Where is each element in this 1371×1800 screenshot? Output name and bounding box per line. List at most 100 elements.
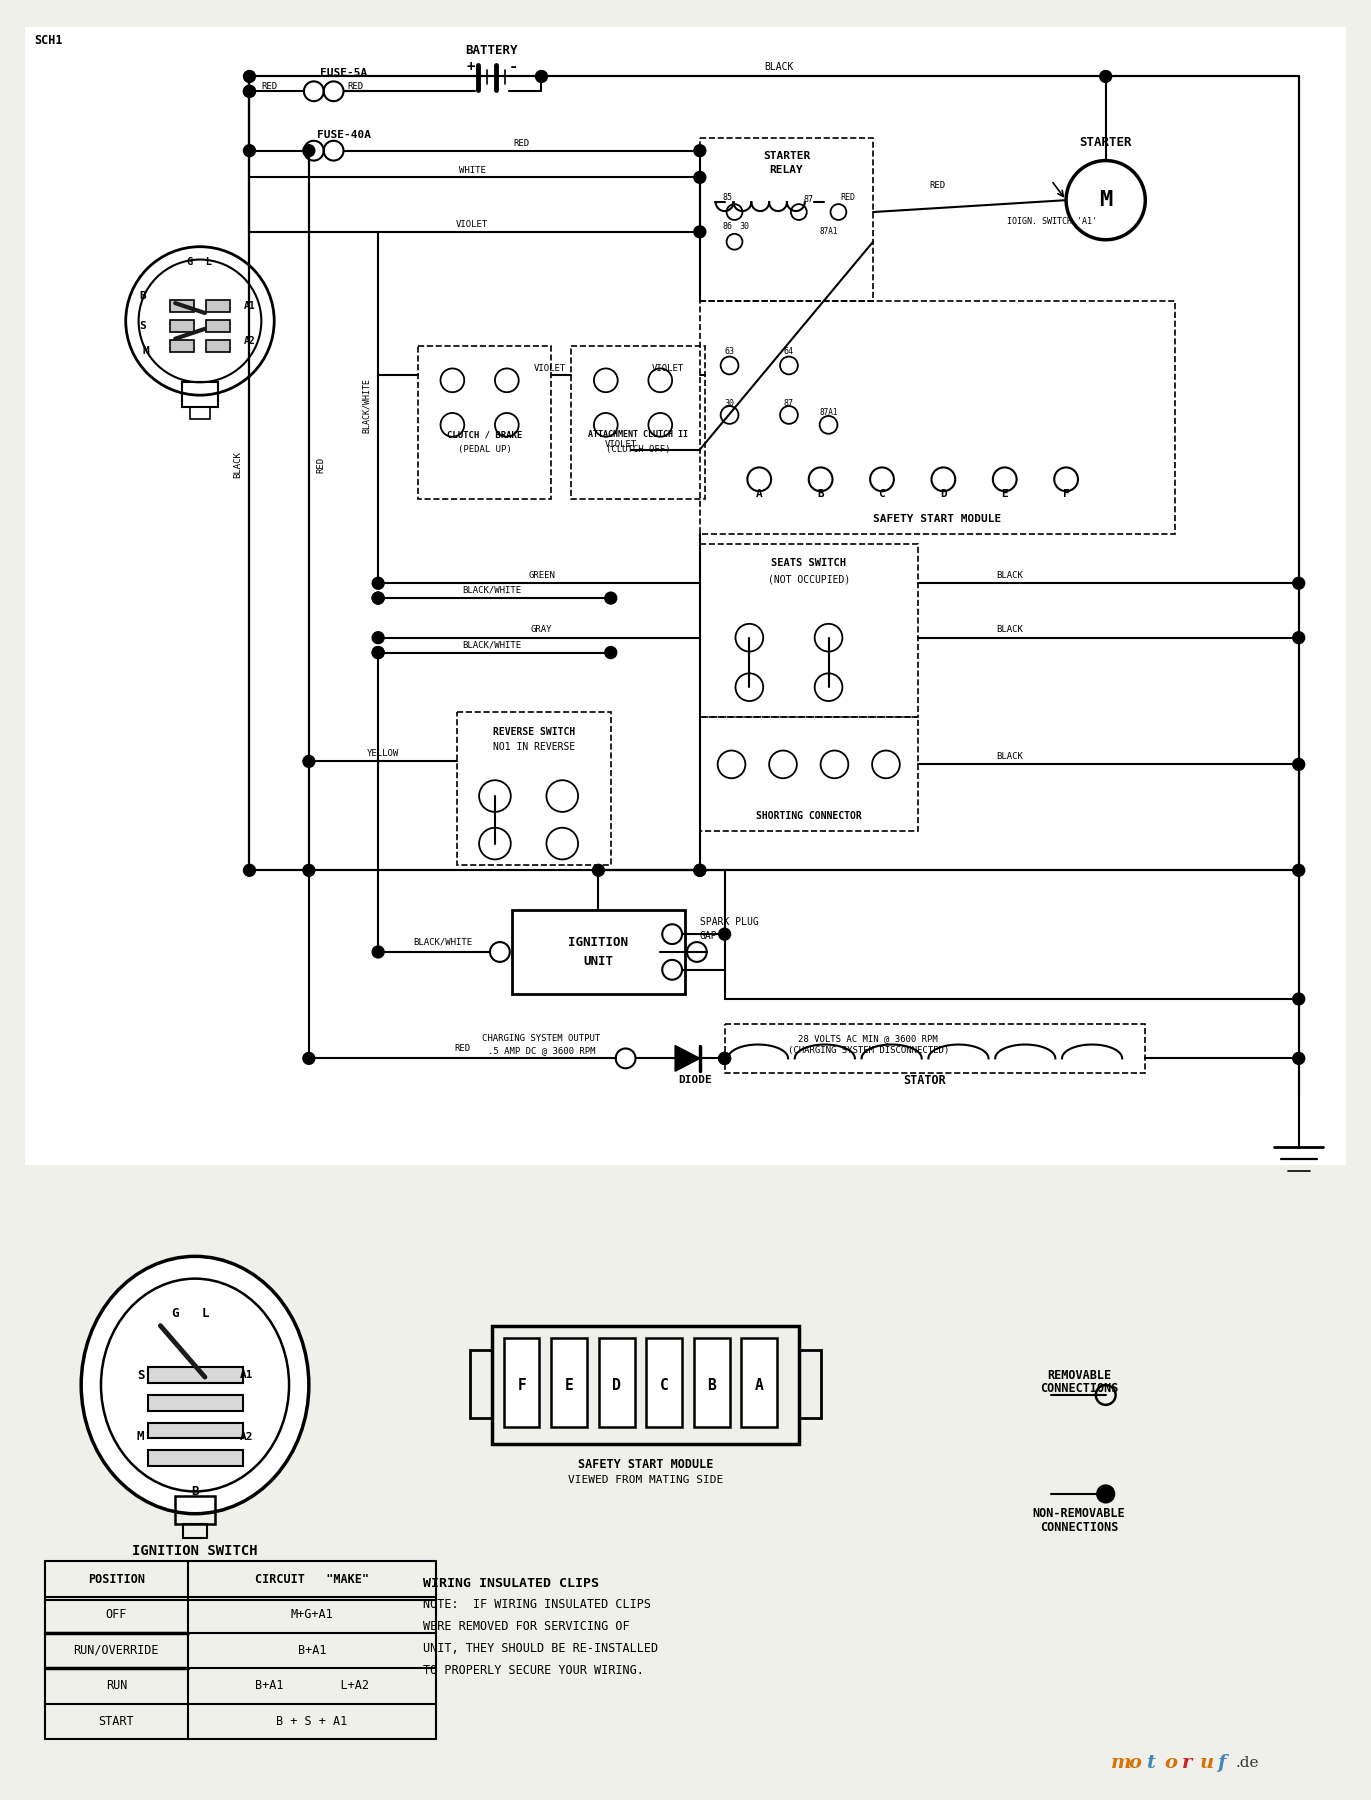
Text: SEATS SWITCH: SEATS SWITCH (772, 558, 846, 569)
Bar (511, 909, 686, 994)
Bar (492, 1325, 799, 1444)
Text: 28 VOLTS AC MIN @ 3600 RPM: 28 VOLTS AC MIN @ 3600 RPM (798, 1033, 938, 1042)
Bar (250, 76, 1298, 871)
Text: .de: .de (1235, 1757, 1259, 1769)
Text: BLACK: BLACK (997, 752, 1023, 761)
Circle shape (372, 592, 384, 605)
Bar (170, 340, 195, 351)
Text: D: D (613, 1377, 621, 1393)
Circle shape (1100, 70, 1112, 83)
Text: M: M (143, 346, 149, 356)
Text: RED: RED (317, 457, 325, 473)
Text: (NOT OCCUPIED): (NOT OCCUPIED) (768, 574, 850, 585)
Text: SCH1: SCH1 (34, 34, 63, 47)
Circle shape (303, 144, 315, 157)
Circle shape (694, 225, 706, 238)
Text: A: A (755, 490, 762, 499)
Text: RED: RED (347, 81, 363, 90)
Circle shape (694, 864, 706, 877)
Text: STARTER: STARTER (762, 151, 810, 160)
Bar (599, 1337, 635, 1427)
Text: o: o (1164, 1755, 1178, 1773)
Text: VIEWED FROM MATING SIDE: VIEWED FROM MATING SIDE (568, 1474, 723, 1485)
Text: STATOR: STATOR (903, 1073, 946, 1087)
Text: CONNECTIONS: CONNECTIONS (1039, 1382, 1119, 1395)
Text: UNIT, THEY SHOULD BE RE-INSTALLED: UNIT, THEY SHOULD BE RE-INSTALLED (422, 1642, 658, 1654)
Text: G  L: G L (188, 257, 213, 266)
Text: DIODE: DIODE (679, 1075, 712, 1085)
Text: BLACK: BLACK (997, 625, 1023, 634)
Text: A2: A2 (244, 337, 255, 346)
Text: A: A (755, 1377, 764, 1393)
Circle shape (303, 1053, 315, 1064)
Text: r: r (1182, 1755, 1193, 1773)
Circle shape (1293, 994, 1305, 1004)
Circle shape (718, 1053, 731, 1064)
Text: B+A1: B+A1 (298, 1643, 326, 1656)
Text: E: E (565, 1377, 573, 1393)
Circle shape (694, 864, 706, 877)
Text: REMOVABLE: REMOVABLE (1047, 1368, 1111, 1382)
Text: BLACK: BLACK (997, 571, 1023, 580)
Text: 87: 87 (784, 398, 794, 407)
Bar (184, 1523, 207, 1539)
Text: 87: 87 (803, 194, 814, 203)
Text: (CLUTCH OFF): (CLUTCH OFF) (606, 445, 670, 454)
Text: C: C (879, 490, 886, 499)
Text: (PEDAL UP): (PEDAL UP) (458, 445, 511, 454)
Text: t: t (1146, 1755, 1156, 1773)
Circle shape (244, 70, 255, 83)
Text: RED: RED (930, 180, 946, 189)
Bar (799, 1350, 821, 1418)
Circle shape (244, 144, 255, 157)
Text: o: o (1128, 1755, 1142, 1773)
Polygon shape (675, 1046, 699, 1071)
Text: D: D (941, 490, 947, 499)
Text: VIOLET: VIOLET (605, 441, 636, 450)
Circle shape (244, 864, 255, 877)
Bar (699, 544, 917, 716)
Text: 30: 30 (724, 398, 735, 407)
Circle shape (372, 592, 384, 605)
Bar (742, 1337, 777, 1427)
Circle shape (372, 632, 384, 644)
Text: FUSE-5A: FUSE-5A (319, 68, 367, 79)
Circle shape (372, 578, 384, 589)
Text: M+G+A1: M+G+A1 (291, 1607, 333, 1622)
Text: BLACK/WHITE: BLACK/WHITE (462, 585, 521, 594)
Bar (206, 340, 230, 351)
Text: RED: RED (840, 193, 856, 202)
Circle shape (244, 85, 255, 97)
Text: VIOLET: VIOLET (457, 220, 488, 229)
Text: RUN: RUN (106, 1679, 128, 1692)
Text: REVERSE SWITCH: REVERSE SWITCH (494, 727, 576, 736)
Circle shape (1293, 758, 1305, 770)
Text: BLACK/WHITE: BLACK/WHITE (413, 938, 472, 947)
Text: S: S (137, 1368, 144, 1382)
Text: SAFETY START MODULE: SAFETY START MODULE (577, 1458, 713, 1471)
Bar (551, 1337, 587, 1427)
Text: S: S (140, 320, 145, 331)
Bar (458, 713, 610, 866)
Text: BLACK/WHITE: BLACK/WHITE (362, 378, 370, 432)
Bar (206, 301, 230, 311)
Text: RED: RED (454, 1044, 470, 1053)
Bar (148, 1368, 243, 1382)
Text: TO PROPERLY SECURE YOUR WIRING.: TO PROPERLY SECURE YOUR WIRING. (422, 1663, 643, 1676)
Circle shape (592, 864, 605, 877)
Text: YELLOW: YELLOW (367, 749, 399, 758)
Text: NON-REMOVABLE: NON-REMOVABLE (1032, 1507, 1126, 1521)
Bar (206, 320, 230, 331)
Bar (148, 1451, 243, 1467)
Circle shape (605, 646, 617, 659)
Bar (699, 139, 873, 301)
Circle shape (303, 756, 315, 767)
Text: START: START (99, 1715, 134, 1728)
Text: RED: RED (262, 81, 277, 90)
Bar (470, 1350, 492, 1418)
Text: FUSE-40A: FUSE-40A (317, 130, 370, 140)
Text: VIOLET: VIOLET (533, 364, 565, 373)
Text: WERE REMOVED FOR SERVICING OF: WERE REMOVED FOR SERVICING OF (422, 1620, 629, 1633)
Circle shape (1293, 578, 1305, 589)
Text: OFF: OFF (106, 1607, 128, 1622)
